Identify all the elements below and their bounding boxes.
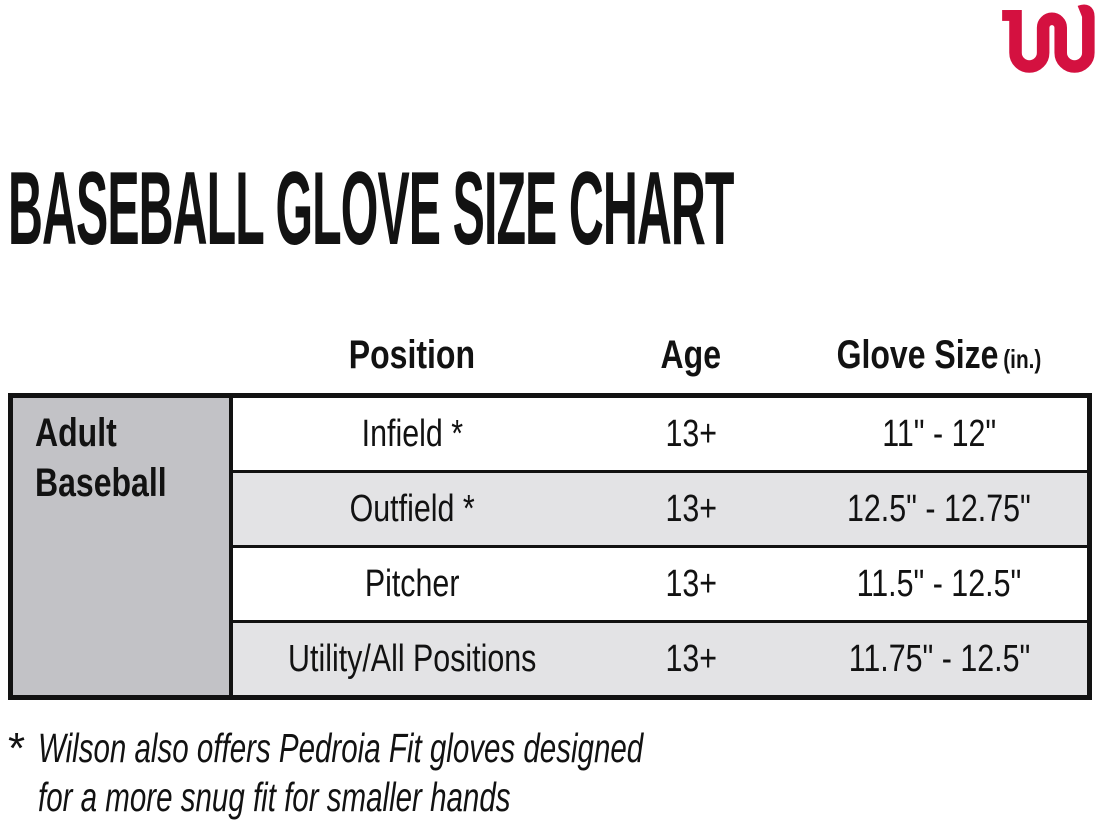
- table-row: Pitcher 13+ 11.5" - 12.5": [233, 545, 1087, 620]
- position-cell: Infield *: [361, 412, 463, 455]
- glove-size-cell: 11.5" - 12.5": [856, 562, 1022, 605]
- row-group-label-adult-baseball: Adult Baseball: [13, 398, 233, 695]
- position-cell: Pitcher: [364, 562, 460, 605]
- table-body: Infield * 13+ 11" - 12" Outfield * 13+ 1…: [233, 398, 1087, 695]
- age-cell: 13+: [665, 412, 717, 455]
- footnote: * Wilson also offers Pedroia Fit gloves …: [8, 724, 879, 822]
- age-cell: 13+: [665, 637, 717, 680]
- glove-size-cell: 11" - 12": [882, 412, 996, 455]
- page-title: BASEBALL GLOVE SIZE CHART: [8, 151, 734, 267]
- glove-size-unit: (in.): [1003, 344, 1042, 374]
- footnote-asterisk: *: [8, 724, 26, 773]
- wilson-logo: [1002, 4, 1096, 83]
- glove-size-table: Adult Baseball Infield * 13+ 11" - 12" O…: [8, 393, 1092, 700]
- table-column-headers: Position Age Glove Size (in.): [233, 330, 1087, 378]
- column-header-age: Age: [660, 333, 722, 377]
- age-cell: 13+: [665, 562, 717, 605]
- footnote-text: Wilson also offers Pedroia Fit gloves de…: [38, 725, 644, 820]
- column-header-glove-size: Glove Size (in.): [836, 333, 1042, 377]
- position-cell: Utility/All Positions: [287, 637, 537, 680]
- table-row: Utility/All Positions 13+ 11.75" - 12.5": [233, 620, 1087, 695]
- glove-size-cell: 12.5" - 12.75": [847, 487, 1031, 530]
- table-row: Outfield * 13+ 12.5" - 12.75": [233, 470, 1087, 545]
- position-cell: Outfield *: [349, 487, 475, 530]
- table-row: Infield * 13+ 11" - 12": [233, 398, 1087, 470]
- column-header-position: Position: [348, 333, 476, 377]
- glove-size-cell: 11.75" - 12.5": [848, 637, 1030, 680]
- age-cell: 13+: [665, 487, 717, 530]
- wilson-w-icon: [1002, 4, 1095, 73]
